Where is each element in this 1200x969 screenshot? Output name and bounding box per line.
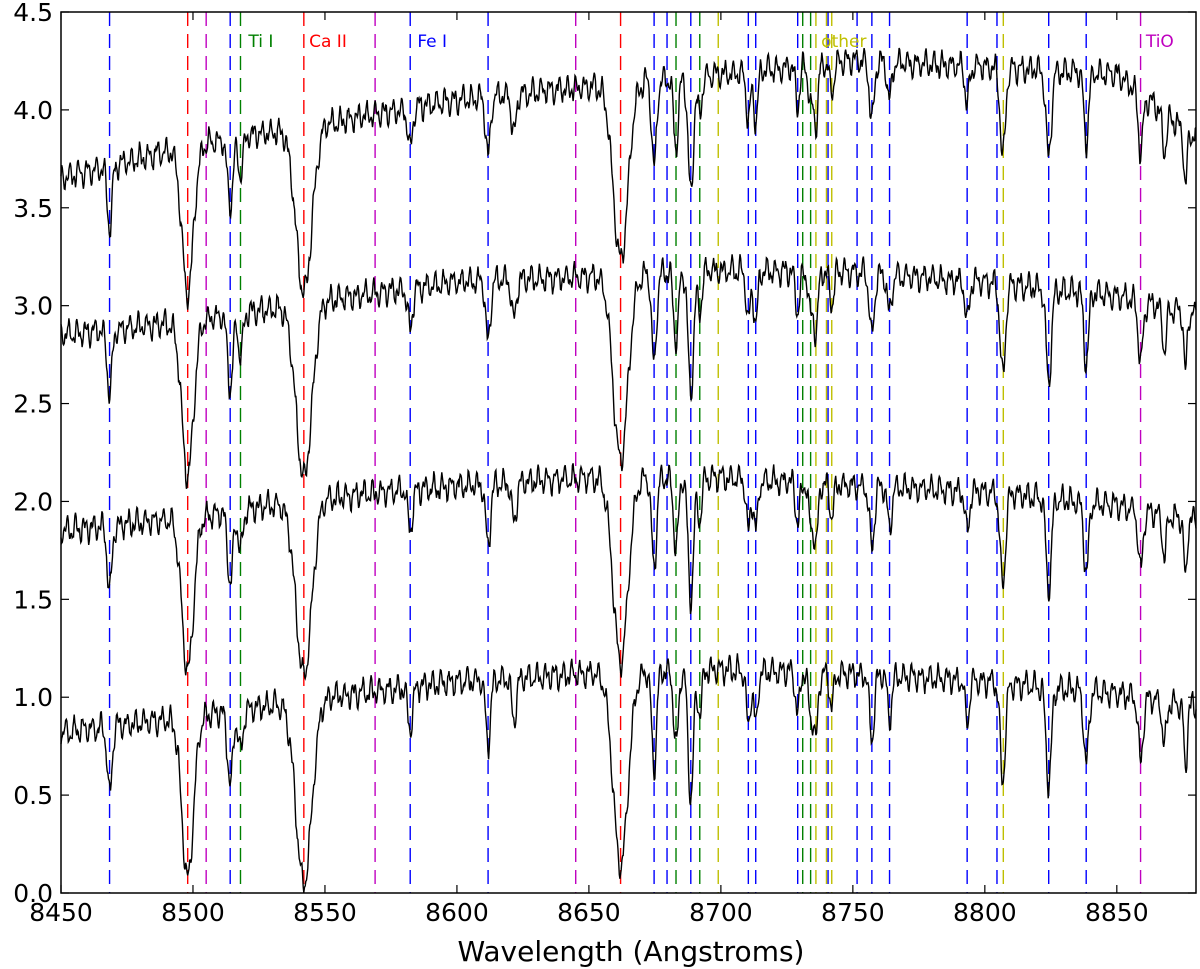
x-axis-title: Wavelength (Angstroms) bbox=[458, 935, 805, 968]
x-tick-label: 8600 bbox=[425, 898, 489, 927]
legend-label-ca-ii: Ca II bbox=[309, 32, 347, 52]
y-tick-label: 3.0 bbox=[13, 292, 53, 321]
series-layer bbox=[60, 47, 1197, 893]
legend-label-ti-i: Ti I bbox=[247, 32, 273, 52]
x-tick-label: 8550 bbox=[293, 898, 357, 927]
axis-layer: 8450 8500 8550 8600 8650 8700 8750 8800 8850 0.0 0… bbox=[13, 0, 1197, 927]
legend-label-tio: TiO bbox=[1145, 32, 1174, 52]
y-tick-label: 2.5 bbox=[13, 390, 53, 419]
x-tick-label: 8500 bbox=[161, 898, 225, 927]
spectrum-series-line bbox=[60, 463, 1197, 681]
y-tick-label: 0.5 bbox=[13, 781, 53, 810]
y-tick-label: 0.0 bbox=[13, 879, 53, 908]
spectrum-series-line bbox=[60, 47, 1197, 310]
x-tick-label: 8650 bbox=[557, 898, 621, 927]
x-tick-label: 8750 bbox=[821, 898, 885, 927]
x-tick-label: 8850 bbox=[1085, 898, 1149, 927]
y-tick-label: 4.5 bbox=[13, 0, 53, 27]
plot-frame bbox=[60, 11, 1197, 894]
y-tick-label: 1.5 bbox=[13, 585, 53, 614]
x-tick-label: 8700 bbox=[689, 898, 753, 927]
legend-label-other: other bbox=[821, 32, 866, 52]
legend-label-fe-i: Fe I bbox=[417, 32, 447, 52]
y-tick-label: 2.0 bbox=[13, 487, 53, 516]
x-tick-label: 8450 bbox=[29, 898, 93, 927]
y-tick-label: 4.0 bbox=[13, 96, 53, 125]
x-tick-label: 8800 bbox=[953, 898, 1017, 927]
legend-layer: Ti I Ca II Fe I other TiO bbox=[247, 32, 1173, 52]
spectrum-series-line bbox=[60, 254, 1197, 489]
y-tick-label: 3.5 bbox=[13, 194, 53, 223]
line-marker-layer bbox=[108, 12, 1142, 893]
y-tick-label: 1.0 bbox=[13, 683, 53, 712]
spectrum-series-line bbox=[60, 653, 1197, 893]
